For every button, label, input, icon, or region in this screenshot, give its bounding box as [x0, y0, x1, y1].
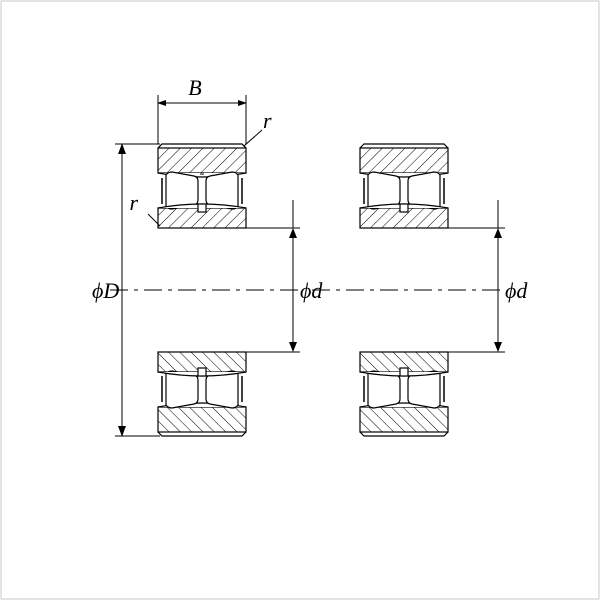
bearing-left: [110, 144, 300, 436]
label-phid2: ϕd: [505, 278, 528, 303]
dimension-r-top: r: [244, 108, 272, 146]
dimension-r-side: r: [129, 190, 160, 226]
bearing-right: [312, 144, 502, 436]
bearing-diagram: B r r ϕD ϕd ϕd: [0, 0, 600, 600]
label-phiD: ϕD: [92, 278, 119, 303]
dimension-phid-2: ϕd: [448, 200, 528, 352]
dimension-B: B: [158, 75, 246, 144]
label-B: B: [188, 75, 201, 100]
dimension-phid-1: ϕd: [246, 200, 323, 352]
label-phid1: ϕd: [300, 278, 323, 303]
label-r-side: r: [129, 190, 138, 215]
label-r-top: r: [263, 108, 272, 133]
